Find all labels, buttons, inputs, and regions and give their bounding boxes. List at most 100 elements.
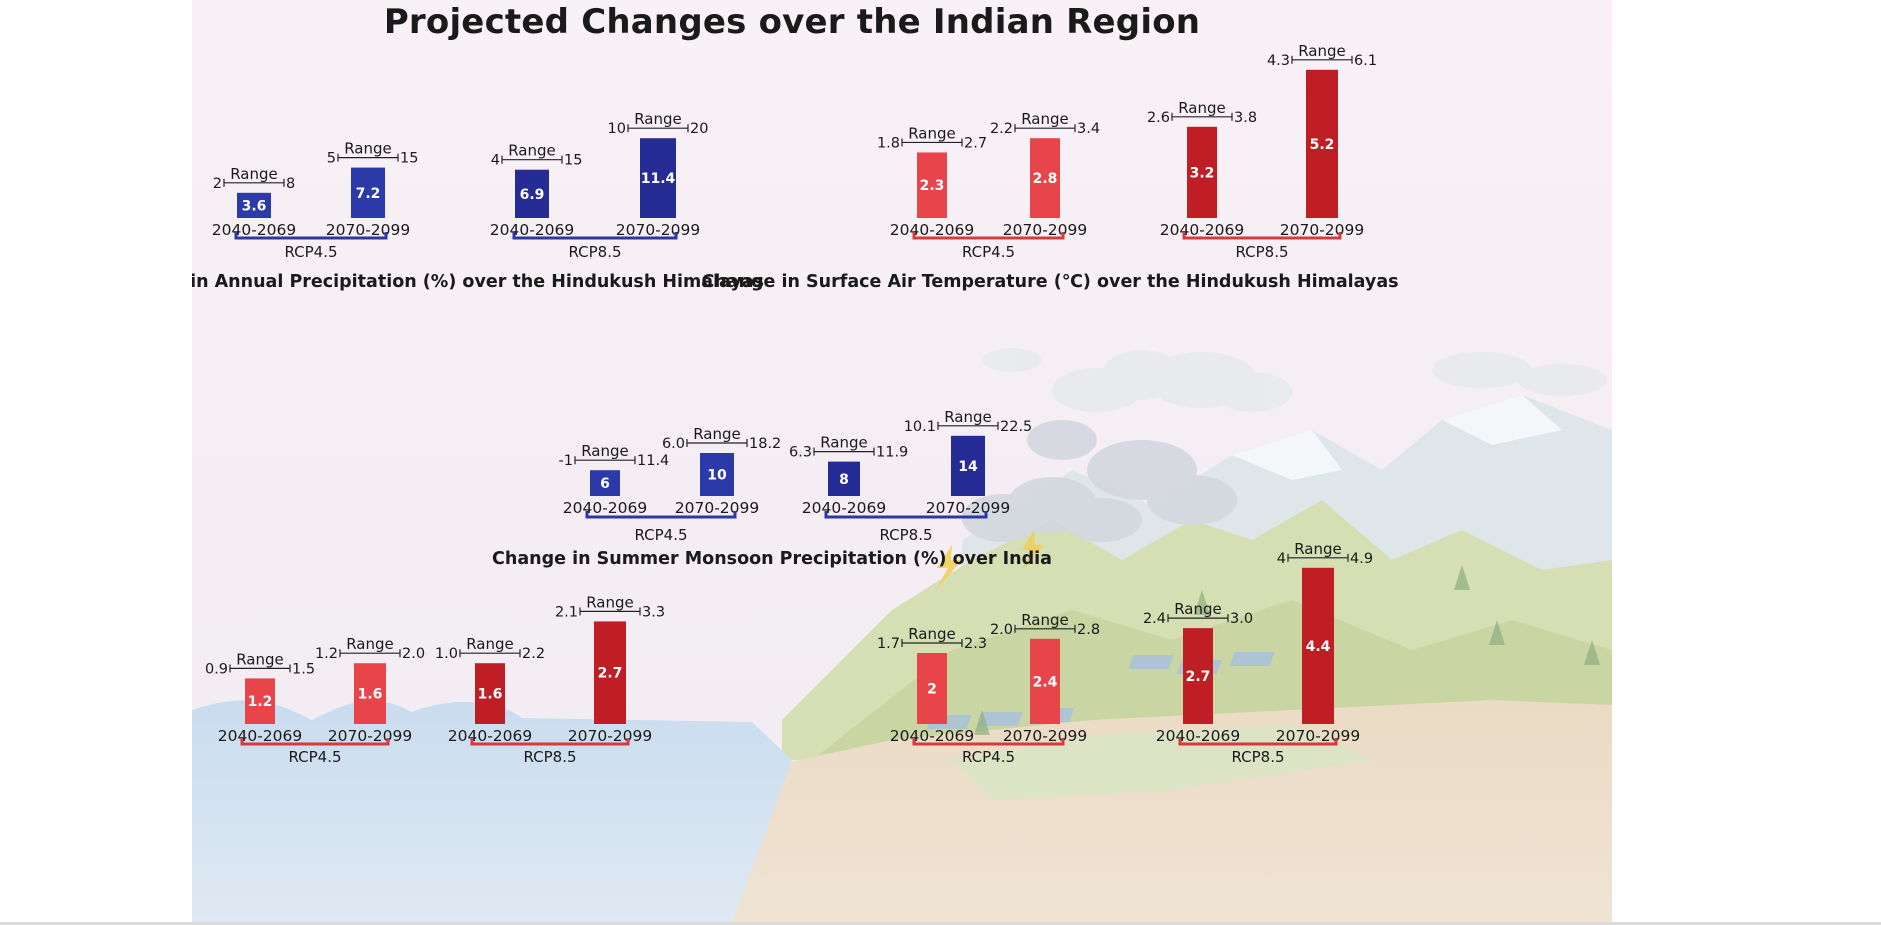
bar	[1030, 638, 1060, 724]
scenario-label: RCP8.5	[879, 526, 932, 544]
bar-value-label: 3.6	[242, 198, 267, 214]
bar-value-label: 2.3	[920, 178, 945, 194]
range-max: 2.2	[522, 646, 545, 662]
range-label: Range	[1178, 99, 1226, 117]
range-label: Range	[693, 425, 741, 443]
period-label: 2070-2099	[1003, 727, 1088, 745]
scenario-bracket	[1182, 232, 1342, 240]
range-label: Range	[1021, 611, 1069, 629]
bar	[917, 152, 947, 218]
range-max: 18.2	[749, 436, 781, 452]
scenario-bracket	[1178, 738, 1338, 746]
range-max: 22.5	[1000, 419, 1032, 435]
period-label: 2040-2069	[563, 499, 648, 517]
bar-value-label: 2	[927, 682, 937, 698]
range-min: 6.3	[789, 445, 812, 461]
scenario-label: RCP4.5	[962, 748, 1015, 766]
scenario-label: RCP8.5	[1235, 243, 1288, 261]
range-max: 3.4	[1077, 121, 1100, 137]
bar-value-label: 4.4	[1306, 639, 1331, 655]
period-label: 2070-2099	[1280, 221, 1365, 239]
bar	[1183, 628, 1213, 724]
bar	[917, 653, 947, 724]
period-label: 2070-2099	[675, 499, 760, 517]
bar	[351, 167, 385, 218]
period-label: 2040-2069	[890, 727, 975, 745]
bar-value-label: 6.9	[520, 187, 545, 203]
range-label: Range	[346, 635, 394, 653]
range-label: Range	[586, 593, 634, 611]
range-max: 2.8	[1077, 622, 1100, 638]
period-label: 2070-2099	[328, 727, 413, 745]
period-label: 2040-2069	[218, 727, 303, 745]
range-max: 2.0	[402, 646, 425, 662]
range-min: 4.3	[1267, 53, 1290, 69]
period-label: 2040-2069	[448, 727, 533, 745]
scenario-label: RCP4.5	[634, 526, 687, 544]
range-max: 8	[286, 176, 295, 192]
period-label: 2070-2099	[1276, 727, 1361, 745]
range-min: 2	[213, 176, 222, 192]
range-max: 3.3	[642, 604, 665, 620]
range-min: 2.1	[555, 604, 578, 620]
bar-value-label: 6	[600, 476, 610, 492]
period-label: 2070-2099	[568, 727, 653, 745]
range-label: Range	[508, 142, 556, 160]
range-max: 3.0	[1230, 611, 1253, 627]
period-label: 2070-2099	[926, 499, 1011, 517]
scenario-bracket	[824, 511, 988, 519]
range-min: 1.2	[315, 646, 338, 662]
scenario-label: RCP4.5	[962, 243, 1015, 261]
bottom-edge	[0, 922, 1881, 925]
range-label: Range	[944, 408, 992, 426]
chart-layer: 3.6 2040-2069 Range 2 8 7.2 2070-2099 Range 5 15 R…	[192, 42, 1399, 766]
period-label: 2070-2099	[616, 221, 701, 239]
range-min: -1	[559, 453, 573, 469]
range-min: 2.6	[1147, 110, 1170, 126]
infographic-panel: Projected Changes over the Indian Region…	[192, 0, 1612, 922]
bar	[700, 453, 734, 496]
bar	[1030, 138, 1060, 218]
range-min: 1.7	[877, 636, 900, 652]
period-label: 2070-2099	[1003, 221, 1088, 239]
period-label: 2040-2069	[1156, 727, 1241, 745]
bar	[1187, 126, 1217, 218]
chart-title: Change in Annual Precipitation (%) over …	[192, 272, 764, 292]
range-label: Range	[466, 635, 514, 653]
range-label: Range	[1174, 600, 1222, 618]
period-label: 2040-2069	[890, 221, 975, 239]
bar	[354, 663, 386, 724]
scenario-bracket	[512, 232, 678, 240]
bar-value-label: 3.2	[1190, 165, 1215, 181]
range-max: 2.7	[964, 135, 987, 151]
range-max: 11.4	[637, 453, 669, 469]
period-label: 2040-2069	[212, 221, 297, 239]
range-max: 6.1	[1354, 53, 1377, 69]
range-min: 6.0	[662, 436, 685, 452]
bar-value-label: 11.4	[641, 171, 676, 187]
range-min: 10	[608, 121, 626, 137]
range-max: 20	[690, 121, 708, 137]
period-label: 2040-2069	[802, 499, 887, 517]
scenario-bracket	[912, 738, 1065, 746]
bar	[828, 461, 860, 496]
bar-value-label: 2.4	[1033, 674, 1058, 690]
bar	[245, 678, 275, 724]
main-title: Projected Changes over the Indian Region	[383, 2, 1201, 42]
range-max: 3.8	[1234, 110, 1257, 126]
scenario-bracket	[912, 232, 1065, 240]
scenario-label: RCP4.5	[288, 748, 341, 766]
range-label: Range	[1298, 42, 1346, 60]
range-label: Range	[1021, 110, 1069, 128]
range-label: Range	[908, 124, 956, 142]
bar	[1302, 567, 1334, 724]
scenario-label: RCP4.5	[284, 243, 337, 261]
range-min: 10.1	[904, 419, 936, 435]
period-label: 2040-2069	[1160, 221, 1245, 239]
scenario-bracket	[585, 511, 737, 519]
period-label: 2040-2069	[490, 221, 575, 239]
scenario-bracket	[470, 738, 630, 746]
range-max: 15	[400, 151, 418, 167]
bar	[640, 138, 676, 218]
bar-value-label: 7.2	[356, 186, 381, 202]
